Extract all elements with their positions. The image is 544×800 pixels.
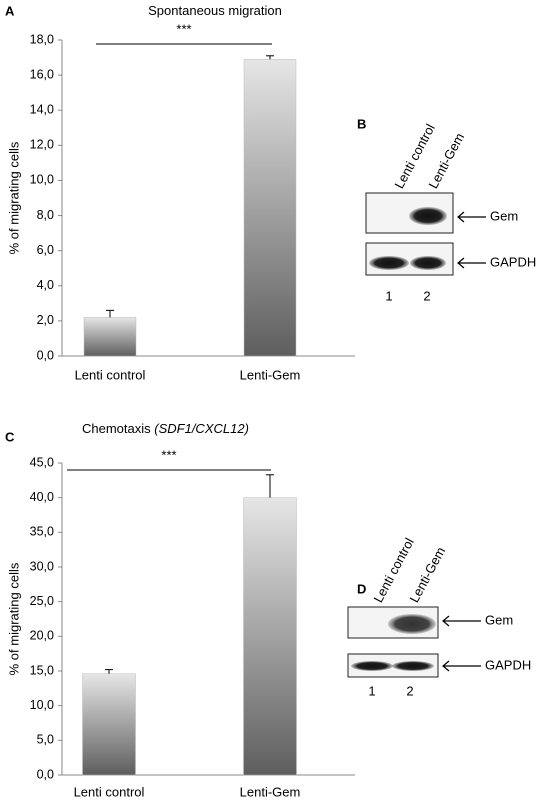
y-tick-label: 4,0 xyxy=(37,278,54,292)
y-axis-label: % of migrating cells xyxy=(6,141,21,254)
band-label: Gem xyxy=(485,612,513,627)
band-label: GAPDH xyxy=(490,254,536,269)
bar xyxy=(83,317,137,357)
y-tick-label: 30,0 xyxy=(30,559,54,573)
y-tick-label: 35,0 xyxy=(30,525,54,539)
bar xyxy=(243,497,297,776)
y-tick-label: 10,0 xyxy=(30,173,54,187)
y-tick-label: 6,0 xyxy=(37,243,54,257)
x-tick-label: Lenti-Gem xyxy=(240,784,301,799)
y-tick-label: 16,0 xyxy=(30,67,54,81)
lane-number: 1 xyxy=(385,288,392,303)
y-axis-label: % of migrating cells xyxy=(6,562,21,675)
lane-number: 2 xyxy=(406,683,413,698)
x-tick-label: Lenti control xyxy=(74,784,145,799)
panel-label: D xyxy=(357,581,366,596)
y-tick-label: 5,0 xyxy=(37,733,54,747)
y-tick-label: 45,0 xyxy=(30,455,54,469)
band xyxy=(369,256,409,270)
y-tick-label: 14,0 xyxy=(30,103,54,117)
band-label: Gem xyxy=(490,208,518,223)
lane-number: 2 xyxy=(423,288,430,303)
bar xyxy=(243,59,297,357)
arrow xyxy=(442,660,481,672)
y-tick-label: 12,0 xyxy=(30,138,54,152)
band xyxy=(392,661,434,671)
band xyxy=(351,661,393,671)
lane-label: Lenti-Gem xyxy=(406,544,448,605)
panel-label: C xyxy=(5,429,15,444)
error-bar xyxy=(106,309,114,318)
chart-title: Chemotaxis (SDF1/CXCL12) xyxy=(82,421,249,436)
error-bar xyxy=(266,474,274,498)
y-tick-label: 8,0 xyxy=(37,208,54,222)
arrow xyxy=(457,257,486,269)
y-tick-label: 0,0 xyxy=(37,767,54,781)
bar xyxy=(82,673,136,776)
band xyxy=(388,614,436,634)
y-tick-label: 25,0 xyxy=(30,594,54,608)
y-tick-label: 2,0 xyxy=(37,313,54,327)
band-label: GAPDH xyxy=(485,657,531,672)
error-bar xyxy=(266,55,274,60)
y-tick-label: 15,0 xyxy=(30,663,54,677)
arrow xyxy=(442,615,481,627)
y-tick-label: 20,0 xyxy=(30,629,54,643)
significance-label: *** xyxy=(161,447,176,462)
y-tick-label: 10,0 xyxy=(30,698,54,712)
significance-label: *** xyxy=(176,21,191,36)
lane-number: 1 xyxy=(368,683,375,698)
chart-title: Spontaneous migration xyxy=(148,3,282,18)
y-tick-label: 0,0 xyxy=(37,348,54,362)
y-tick-label: 18,0 xyxy=(30,32,54,46)
band xyxy=(410,256,446,270)
title-detail: (SDF1/CXCL12) xyxy=(154,421,249,436)
title-text: Spontaneous migration xyxy=(148,3,282,18)
panel-label: B xyxy=(357,116,366,131)
title-text: Chemotaxis xyxy=(82,421,151,436)
y-tick-label: 40,0 xyxy=(30,490,54,504)
x-tick-label: Lenti-Gem xyxy=(240,367,301,382)
error-bar xyxy=(105,669,113,674)
band xyxy=(409,207,447,225)
x-tick-label: Lenti control xyxy=(75,367,146,382)
arrow xyxy=(457,211,486,223)
panel-label: A xyxy=(5,3,15,18)
